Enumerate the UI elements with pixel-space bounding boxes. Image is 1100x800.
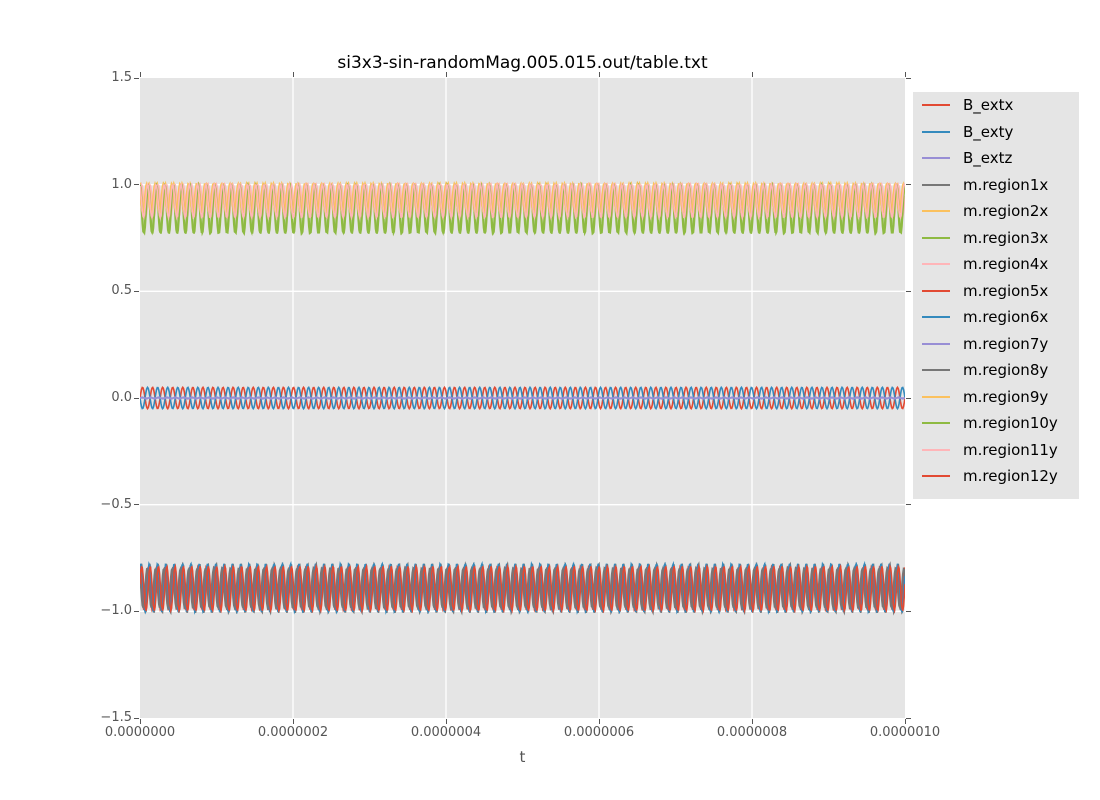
x-tick-label: 0.0000004 xyxy=(410,725,482,740)
legend-line-icon xyxy=(922,157,950,160)
legend-line-icon xyxy=(922,183,950,186)
y-tick-mark-right xyxy=(906,504,911,506)
legend-label: B_extz xyxy=(963,149,1013,168)
legend-line-icon xyxy=(922,130,950,133)
y-tick-label: −1.0 xyxy=(100,603,132,619)
x-tick-mark-bottom xyxy=(598,719,600,724)
y-tick-mark-left xyxy=(134,290,139,292)
legend-label: m.region10y xyxy=(963,414,1058,433)
y-tick-mark-right xyxy=(906,184,911,186)
legend-label: m.region7y xyxy=(963,334,1049,353)
x-tick-mark-top xyxy=(904,72,906,77)
chart-title: si3x3-sin-randomMag.005.015.out/table.tx… xyxy=(337,53,708,73)
y-tick-mark-right xyxy=(906,717,911,719)
legend-item-m.region8y: m.region8y xyxy=(913,357,1079,384)
y-tick-label: −0.5 xyxy=(100,496,132,512)
legend-label: m.region4x xyxy=(963,255,1049,274)
y-tick-mark-right xyxy=(906,610,911,612)
x-tick-label: 0.0000008 xyxy=(716,725,788,740)
y-tick-label: 1.5 xyxy=(111,70,132,85)
x-tick-label: 0.0000000 xyxy=(104,725,176,740)
x-tick-label: 0.0000010 xyxy=(869,725,941,740)
legend-label: m.region1x xyxy=(963,175,1049,194)
legend-label: m.region11y xyxy=(963,440,1058,459)
legend-item-m.region7y: m.region7y xyxy=(913,331,1079,358)
legend-line-icon xyxy=(922,369,950,372)
legend-item-m.region3x: m.region3x xyxy=(913,225,1079,252)
y-tick-mark-left xyxy=(134,504,139,506)
legend-label: m.region8y xyxy=(963,361,1049,380)
legend-item-B_extx: B_extx xyxy=(913,92,1079,119)
legend-label: m.region3x xyxy=(963,228,1049,247)
plot-area xyxy=(140,78,905,718)
y-tick-mark-right xyxy=(906,77,911,79)
x-tick-mark-bottom xyxy=(904,719,906,724)
legend-item-m.region4x: m.region4x xyxy=(913,251,1079,278)
legend-item-m.region10y: m.region10y xyxy=(913,410,1079,437)
legend-item-m.region12y: m.region12y xyxy=(913,463,1079,490)
series-line-m.region12y xyxy=(140,563,905,614)
x-tick-mark-top xyxy=(292,72,294,77)
x-tick-label: 0.0000006 xyxy=(563,725,635,740)
series-line-m.region11y xyxy=(140,181,905,221)
x-tick-mark-top xyxy=(751,72,753,77)
legend-line-icon xyxy=(922,422,950,425)
legend-label: m.region12y xyxy=(963,467,1058,486)
legend-label: B_exty xyxy=(963,122,1014,141)
y-tick-label: 1.0 xyxy=(111,176,132,192)
legend-line-icon xyxy=(922,448,950,451)
y-tick-mark-left xyxy=(134,184,139,186)
legend-line-icon xyxy=(922,263,950,266)
legend-item-m.region2x: m.region2x xyxy=(913,198,1079,225)
legend-line-icon xyxy=(922,475,950,478)
y-tick-mark-right xyxy=(906,290,911,292)
legend-line-icon xyxy=(922,289,950,292)
y-tick-mark-right xyxy=(906,397,911,399)
x-tick-mark-bottom xyxy=(292,719,294,724)
x-tick-mark-top xyxy=(139,72,141,77)
legend-line-icon xyxy=(922,342,950,345)
x-tick-mark-bottom xyxy=(751,719,753,724)
y-tick-label: 0.5 xyxy=(111,283,132,299)
legend-item-B_extz: B_extz xyxy=(913,145,1079,172)
legend-item-m.region1x: m.region1x xyxy=(913,172,1079,199)
x-tick-label: 0.0000002 xyxy=(257,725,329,740)
legend-item-m.region11y: m.region11y xyxy=(913,437,1079,464)
legend-line-icon xyxy=(922,395,950,398)
x-tick-mark-bottom xyxy=(445,719,447,724)
legend-item-m.region6x: m.region6x xyxy=(913,304,1079,331)
legend-line-icon xyxy=(922,316,950,319)
x-axis-label: t xyxy=(519,748,526,766)
plot-canvas xyxy=(140,78,905,718)
x-tick-mark-top xyxy=(445,72,447,77)
legend-item-m.region9y: m.region9y xyxy=(913,384,1079,411)
y-tick-label: 0.0 xyxy=(111,390,132,405)
x-tick-mark-top xyxy=(598,72,600,77)
legend-item-B_exty: B_exty xyxy=(913,119,1079,146)
legend-line-icon xyxy=(922,104,950,107)
legend-label: m.region9y xyxy=(963,387,1049,406)
y-tick-mark-left xyxy=(134,397,139,399)
legend-box: B_extx B_exty B_extz m.region1x m.region2x m.… xyxy=(913,92,1079,499)
y-tick-mark-left xyxy=(134,717,139,719)
legend-item-m.region5x: m.region5x xyxy=(913,278,1079,305)
y-tick-label: −1.5 xyxy=(100,710,132,725)
series-line-m.region7y xyxy=(140,396,905,400)
x-tick-mark-bottom xyxy=(139,719,141,724)
y-tick-mark-left xyxy=(134,77,139,79)
legend-label: B_extx xyxy=(963,96,1014,115)
legend-label: m.region6x xyxy=(963,308,1049,327)
legend-label: m.region5x xyxy=(963,281,1049,300)
legend-label: m.region2x xyxy=(963,202,1049,221)
legend-line-icon xyxy=(922,236,950,239)
y-tick-mark-left xyxy=(134,610,139,612)
legend-line-icon xyxy=(922,210,950,213)
